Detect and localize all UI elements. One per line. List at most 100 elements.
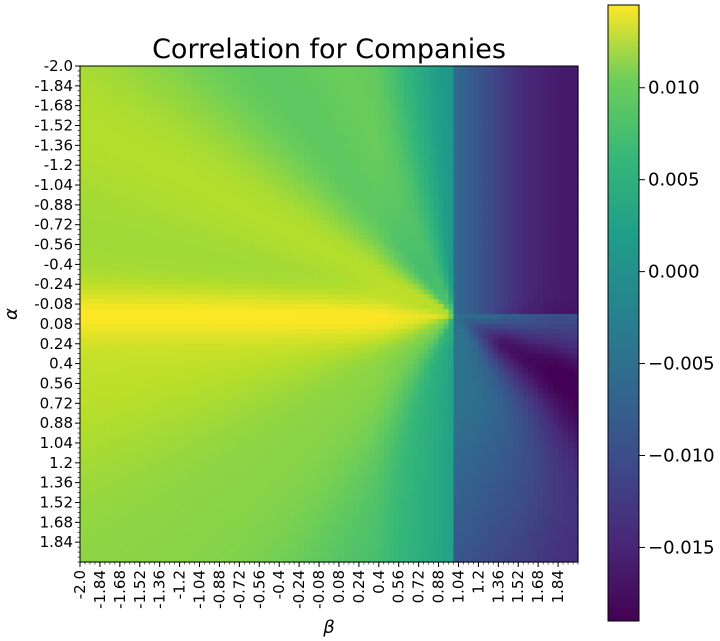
heatmap-cell [154, 259, 161, 265]
heatmap-cell [154, 175, 161, 181]
heatmap-cell [80, 214, 86, 221]
heatmap-cell [164, 304, 171, 310]
heatmap-cell [353, 75, 360, 82]
heatmap-cell [259, 115, 265, 122]
heatmap-cell [159, 90, 166, 97]
heatmap-cell [269, 135, 275, 141]
heatmap-cell [518, 165, 524, 171]
heatmap-cell [144, 190, 151, 196]
heatmap-cell [498, 289, 504, 295]
heatmap-cell [319, 135, 325, 141]
heatmap-cell [204, 239, 211, 246]
heatmap-cell [528, 204, 534, 211]
heatmap-cell [159, 95, 166, 102]
heatmap-cell [104, 66, 111, 72]
heatmap-cell [533, 199, 539, 206]
heatmap-cell [274, 75, 280, 82]
heatmap-cell [164, 105, 171, 112]
heatmap-cell [458, 239, 465, 246]
heatmap-cell [358, 279, 365, 285]
heatmap-cell [363, 110, 370, 117]
heatmap-cell [194, 66, 201, 72]
heatmap-cell [373, 160, 380, 166]
heatmap-cell [289, 259, 295, 265]
heatmap-cell [119, 274, 126, 280]
heatmap-cell [418, 299, 425, 305]
heatmap-cell [314, 145, 320, 151]
heatmap-cell [229, 155, 235, 161]
heatmap-cell [219, 264, 226, 270]
heatmap-cell [329, 145, 335, 151]
heatmap-cell [114, 170, 121, 176]
heatmap-cell [543, 145, 549, 151]
heatmap-cell [438, 304, 445, 310]
heatmap-cell [224, 219, 230, 226]
heatmap-cell [368, 214, 375, 221]
heatmap-cell [134, 70, 141, 77]
heatmap-cell [448, 244, 455, 251]
heatmap-cell [548, 175, 554, 181]
heatmap-cell [279, 209, 285, 216]
heatmap-cell [353, 244, 360, 251]
heatmap-cell [229, 100, 235, 107]
heatmap-cell [129, 185, 136, 191]
heatmap-cell [433, 110, 440, 117]
heatmap-cell [418, 66, 425, 72]
heatmap-cell [119, 180, 126, 186]
heatmap-cell [488, 234, 494, 241]
heatmap-cell [453, 125, 460, 132]
heatmap-cell [483, 229, 489, 236]
heatmap-cell [498, 309, 504, 315]
heatmap-cell [119, 120, 126, 127]
heatmap-cell [443, 135, 450, 141]
heatmap-cell [358, 110, 365, 117]
heatmap-cell [473, 180, 479, 186]
heatmap-cell [558, 284, 564, 290]
heatmap-cell [129, 160, 136, 166]
heatmap-cell [139, 199, 146, 206]
heatmap-cell [229, 204, 235, 211]
heatmap-cell [184, 85, 191, 92]
heatmap-cell [179, 284, 186, 290]
heatmap-cell [433, 199, 440, 206]
heatmap-cell [543, 75, 549, 82]
heatmap-cell [543, 125, 549, 132]
heatmap-cell [249, 120, 255, 127]
heatmap-cell [119, 155, 126, 161]
heatmap-cell [234, 274, 240, 280]
heatmap-cell [264, 309, 270, 315]
heatmap-cell [508, 75, 514, 82]
heatmap-cell [478, 100, 484, 107]
heatmap-cell [224, 140, 230, 146]
heatmap-cell [99, 309, 106, 315]
heatmap-cell [184, 294, 191, 300]
heatmap-cell [443, 190, 450, 196]
heatmap-cell [468, 160, 475, 166]
heatmap-cell [573, 294, 579, 300]
heatmap-cell [488, 309, 494, 315]
heatmap-cell [274, 194, 280, 201]
heatmap-cell [568, 165, 574, 171]
heatmap-cell [224, 279, 230, 285]
heatmap-cell [343, 105, 350, 112]
heatmap-cell [333, 140, 340, 146]
heatmap-cell [553, 304, 559, 310]
heatmap-cell [159, 165, 166, 171]
heatmap-cell [84, 299, 91, 305]
heatmap-cell [169, 100, 176, 107]
heatmap-cell [314, 214, 320, 221]
heatmap-cell [80, 254, 86, 261]
heatmap-cell [99, 145, 106, 151]
heatmap-cell [134, 194, 141, 201]
heatmap-cell [533, 180, 539, 186]
heatmap-cell [398, 284, 405, 290]
heatmap-cell [573, 234, 579, 241]
heatmap-cell [538, 289, 544, 295]
heatmap-cell [179, 130, 186, 137]
heatmap-cell [99, 269, 106, 275]
heatmap-cell [428, 170, 435, 176]
heatmap-cell [463, 120, 470, 127]
heatmap-cell [249, 175, 255, 181]
heatmap-cell [309, 219, 315, 226]
heatmap-cell [84, 259, 91, 265]
